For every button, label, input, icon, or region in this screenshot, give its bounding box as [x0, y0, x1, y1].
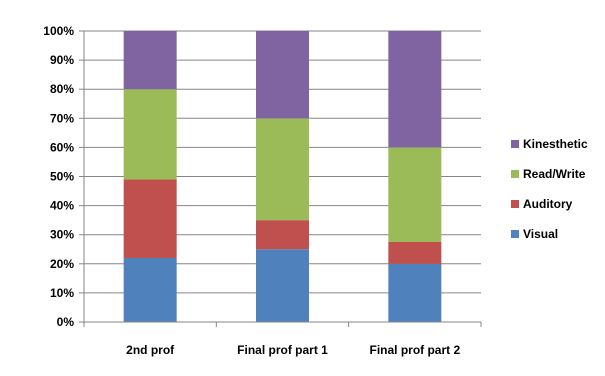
legend-swatch	[511, 230, 519, 238]
bar-segment-kinesthetic	[256, 31, 309, 119]
y-tick-label: 10%	[50, 286, 74, 300]
legend-label: Visual	[523, 227, 558, 241]
legend-item-auditory: Auditory	[511, 197, 573, 211]
legend-item-visual: Visual	[511, 227, 558, 241]
bar-segment-read-write	[123, 89, 177, 180]
y-tick-label: 30%	[50, 228, 74, 242]
bar-segment-auditory	[388, 241, 442, 264]
y-tick-label: 80%	[50, 82, 74, 96]
bar-segment-kinesthetic	[123, 31, 177, 90]
axes: 0% 10% 20% 30% 40% 50% 60% 70% 80% 90% 100% 2nd pro…	[43, 24, 482, 357]
y-tick-label: 70%	[50, 111, 74, 125]
y-tick-label: 20%	[50, 257, 74, 271]
y-tick-label: 100%	[43, 24, 74, 38]
y-tick-label: 50%	[50, 170, 74, 184]
legend: Kinesthetic Read/Write Auditory Visual	[511, 137, 588, 241]
y-tick-label: 90%	[50, 53, 74, 67]
x-tick-label: Final prof part 2	[369, 343, 460, 357]
bar-segment-read-write	[256, 118, 309, 221]
y-tick-label: 40%	[50, 199, 74, 213]
bar-segment-auditory	[123, 179, 177, 258]
legend-swatch	[511, 140, 519, 148]
bars	[123, 31, 442, 322]
legend-item-kinesthetic: Kinesthetic	[511, 137, 588, 151]
bar-segment-visual	[123, 257, 177, 322]
y-tick-label: 0%	[57, 315, 75, 329]
y-tick-label: 60%	[50, 140, 74, 154]
bar-segment-visual	[388, 263, 442, 322]
bar-segment-read-write	[388, 147, 442, 242]
bar-segment-auditory	[256, 220, 309, 250]
legend-label: Read/Write	[523, 167, 586, 181]
legend-label: Kinesthetic	[523, 137, 588, 151]
bar-segment-visual	[256, 249, 309, 322]
legend-label: Auditory	[523, 197, 573, 211]
legend-swatch	[511, 170, 519, 178]
x-tick-label: Final prof part 1	[237, 343, 328, 357]
legend-swatch	[511, 200, 519, 208]
legend-item-read-write: Read/Write	[511, 167, 586, 181]
x-tick-label: 2nd prof	[126, 343, 175, 357]
bar-segment-kinesthetic	[388, 31, 442, 148]
